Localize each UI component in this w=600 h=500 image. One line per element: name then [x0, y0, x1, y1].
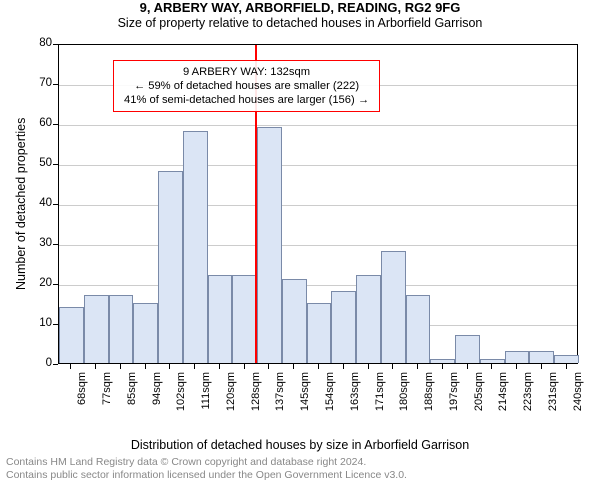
- gridline: [59, 205, 577, 206]
- x-tick-mark: [169, 364, 170, 369]
- histogram-bar: [406, 295, 431, 363]
- x-tick-label: 85sqm: [126, 372, 138, 422]
- x-tick-mark: [145, 364, 146, 369]
- y-tick-label: 40: [22, 197, 52, 209]
- x-tick-mark: [368, 364, 369, 369]
- histogram-bar: [554, 355, 579, 363]
- x-tick-label: 137sqm: [274, 372, 286, 422]
- x-tick-label: 68sqm: [76, 372, 88, 422]
- x-tick-mark: [120, 364, 121, 369]
- y-tick-mark: [53, 124, 58, 125]
- x-tick-label: 163sqm: [349, 372, 361, 422]
- x-tick-label: 102sqm: [175, 372, 187, 422]
- x-tick-mark: [491, 364, 492, 369]
- page-title: 9, ARBERY WAY, ARBORFIELD, READING, RG2 …: [0, 0, 600, 15]
- x-tick-mark: [566, 364, 567, 369]
- annotation-line3: 41% of semi-detached houses are larger (…: [124, 93, 369, 107]
- y-tick-label: 10: [22, 317, 52, 329]
- annotation-box: 9 ARBERY WAY: 132sqm ← 59% of detached h…: [113, 60, 380, 112]
- x-tick-mark: [541, 364, 542, 369]
- x-tick-mark: [95, 364, 96, 369]
- y-tick-mark: [53, 324, 58, 325]
- x-tick-mark: [318, 364, 319, 369]
- x-tick-label: 171sqm: [374, 372, 386, 422]
- y-tick-mark: [53, 164, 58, 165]
- x-tick-label: 94sqm: [151, 372, 163, 422]
- histogram-bar: [282, 279, 307, 363]
- y-tick-mark: [53, 364, 58, 365]
- histogram-bar: [232, 275, 257, 363]
- histogram-bar: [307, 303, 332, 363]
- x-tick-mark: [516, 364, 517, 369]
- histogram-bar: [133, 303, 158, 363]
- y-tick-mark: [53, 44, 58, 45]
- histogram-bar: [331, 291, 356, 363]
- histogram-bar: [480, 359, 505, 363]
- x-tick-mark: [467, 364, 468, 369]
- histogram-bar: [529, 351, 554, 363]
- y-tick-label: 50: [22, 157, 52, 169]
- y-tick-label: 80: [22, 37, 52, 49]
- x-tick-label: 231sqm: [547, 372, 559, 422]
- histogram-bar: [430, 359, 455, 363]
- x-tick-mark: [244, 364, 245, 369]
- y-tick-label: 60: [22, 117, 52, 129]
- histogram-bar: [183, 131, 208, 363]
- histogram-bar: [59, 307, 84, 363]
- x-tick-label: 77sqm: [101, 372, 113, 422]
- x-tick-label: 214sqm: [497, 372, 509, 422]
- x-tick-mark: [70, 364, 71, 369]
- x-tick-label: 180sqm: [398, 372, 410, 422]
- x-tick-label: 120sqm: [225, 372, 237, 422]
- x-tick-mark: [194, 364, 195, 369]
- x-tick-label: 205sqm: [473, 372, 485, 422]
- x-tick-mark: [268, 364, 269, 369]
- annotation-line1: 9 ARBERY WAY: 132sqm: [124, 65, 369, 79]
- x-tick-mark: [343, 364, 344, 369]
- histogram-bar: [84, 295, 109, 363]
- x-tick-label: 223sqm: [522, 372, 534, 422]
- y-tick-mark: [53, 244, 58, 245]
- histogram-bar: [455, 335, 480, 363]
- x-tick-label: 111sqm: [200, 372, 212, 422]
- gridline: [59, 245, 577, 246]
- x-tick-mark: [219, 364, 220, 369]
- x-tick-mark: [442, 364, 443, 369]
- y-tick-label: 30: [22, 237, 52, 249]
- page-subtitle: Size of property relative to detached ho…: [0, 16, 600, 30]
- footer: Contains HM Land Registry data © Crown c…: [0, 452, 600, 482]
- x-tick-mark: [417, 364, 418, 369]
- histogram-bar: [109, 295, 134, 363]
- y-tick-mark: [53, 284, 58, 285]
- x-tick-label: 188sqm: [423, 372, 435, 422]
- x-axis-label: Distribution of detached houses by size …: [0, 438, 600, 452]
- y-tick-label: 20: [22, 277, 52, 289]
- x-tick-mark: [293, 364, 294, 369]
- y-tick-label: 0: [22, 357, 52, 369]
- x-tick-label: 240sqm: [572, 372, 584, 422]
- histogram-bar: [505, 351, 530, 363]
- annotation-line2: ← 59% of detached houses are smaller (22…: [124, 79, 369, 93]
- histogram-bar: [158, 171, 183, 363]
- x-tick-label: 154sqm: [324, 372, 336, 422]
- x-tick-mark: [392, 364, 393, 369]
- gridline: [59, 285, 577, 286]
- x-tick-label: 128sqm: [250, 372, 262, 422]
- x-tick-label: 197sqm: [448, 372, 460, 422]
- footer-line2: Contains public sector information licen…: [6, 469, 594, 482]
- y-tick-label: 70: [22, 77, 52, 89]
- gridline: [59, 165, 577, 166]
- chart-area: Number of detached properties 9 ARBERY W…: [0, 36, 600, 436]
- gridline: [59, 125, 577, 126]
- histogram-bar: [208, 275, 233, 363]
- y-tick-mark: [53, 204, 58, 205]
- histogram-bar: [356, 275, 381, 363]
- x-tick-label: 145sqm: [299, 372, 311, 422]
- y-tick-mark: [53, 84, 58, 85]
- footer-line1: Contains HM Land Registry data © Crown c…: [6, 456, 594, 469]
- histogram-bar: [381, 251, 406, 363]
- histogram-bar: [257, 127, 282, 363]
